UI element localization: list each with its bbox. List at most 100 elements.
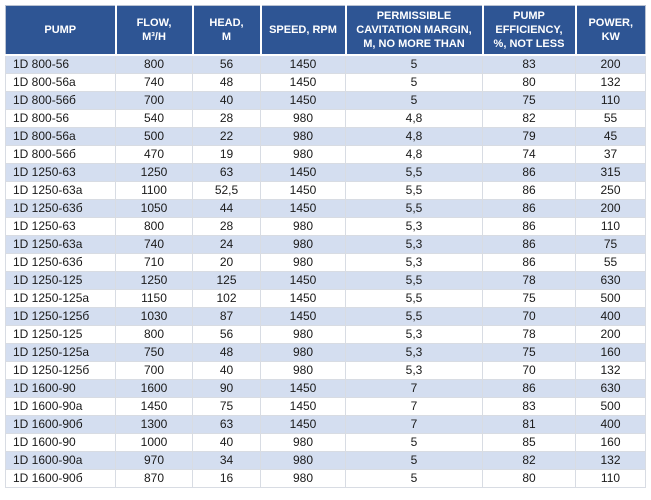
pump-table-body: 1D 800-56 800 56 1450 5 83 200 1D 800-56a 740 48 1… — [5, 54, 646, 488]
table-row: 1D 1250-125a 1150 102 1450 5,5 75 500 — [5, 289, 646, 308]
column-header-efficiency: PUMP EFFICIENCY, %, NOT LESS — [481, 5, 576, 56]
cell-efficiency: 78 — [482, 325, 576, 344]
cell-cavitation: 4,8 — [345, 109, 483, 128]
cell-pump: 1D 800-56б — [5, 91, 116, 110]
cell-cavitation: 5 — [345, 91, 483, 110]
cell-head: 63 — [192, 415, 261, 434]
table-row: 1D 800-56 800 56 1450 5 83 200 — [5, 54, 646, 74]
cell-efficiency: 85 — [482, 433, 576, 452]
cell-efficiency: 75 — [482, 91, 576, 110]
cell-flow: 700 — [115, 361, 193, 380]
cell-head: 40 — [192, 433, 261, 452]
cell-speed: 1450 — [260, 289, 346, 308]
table-row: 1D 1250-63 800 28 980 5,3 86 110 — [5, 217, 646, 236]
column-header-head: HEAD, M — [191, 5, 261, 56]
cell-cavitation: 7 — [345, 415, 483, 434]
cell-flow: 740 — [115, 235, 193, 254]
table-row: 1D 800-56a 500 22 980 4,8 79 45 — [5, 127, 646, 146]
cell-speed: 980 — [260, 325, 346, 344]
cell-efficiency: 86 — [482, 235, 576, 254]
cell-speed: 980 — [260, 109, 346, 128]
cell-flow: 1050 — [115, 199, 193, 218]
header-row: PUMP FLOW, M³/H HEAD, M SPEED, RPM PERMI… — [5, 5, 646, 56]
cell-head: 52,5 — [192, 181, 261, 200]
cell-cavitation: 4,8 — [345, 145, 483, 164]
cell-flow: 1150 — [115, 289, 193, 308]
table-header: PUMP FLOW, M³/H HEAD, M SPEED, RPM PERMI… — [5, 5, 646, 56]
cell-flow: 1450 — [115, 397, 193, 416]
cell-pump: 1D 1600-90a — [5, 451, 116, 470]
cell-efficiency: 70 — [482, 361, 576, 380]
cell-power: 110 — [575, 91, 646, 110]
cell-head: 34 — [192, 451, 261, 470]
cell-flow: 1100 — [115, 181, 193, 200]
cell-pump: 1D 1250-125a — [5, 289, 116, 308]
cell-speed: 980 — [260, 127, 346, 146]
cell-flow: 1000 — [115, 433, 193, 452]
cell-speed: 1450 — [260, 397, 346, 416]
cell-flow: 800 — [115, 54, 193, 74]
cell-efficiency: 86 — [482, 199, 576, 218]
cell-pump: 1D 1250-125б — [5, 307, 116, 326]
cell-power: 315 — [575, 163, 646, 182]
cell-head: 20 — [192, 253, 261, 272]
table-row: 1D 1250-125 1250 125 1450 5,5 78 630 — [5, 271, 646, 290]
cell-head: 28 — [192, 109, 261, 128]
cell-pump: 1D 800-56 — [5, 54, 116, 74]
cell-flow: 1030 — [115, 307, 193, 326]
table-row: 1D 1250-63a 1100 52,5 1450 5,5 86 250 — [5, 181, 646, 200]
cell-head: 63 — [192, 163, 261, 182]
cell-pump: 1D 1250-125a — [5, 343, 116, 362]
cell-head: 75 — [192, 397, 261, 416]
cell-power: 160 — [575, 343, 646, 362]
table-row: 1D 800-56 540 28 980 4,8 82 55 — [5, 109, 646, 128]
cell-head: 48 — [192, 343, 261, 362]
cell-cavitation: 5,5 — [345, 199, 483, 218]
cell-cavitation: 5 — [345, 451, 483, 470]
cell-efficiency: 82 — [482, 109, 576, 128]
cell-speed: 1450 — [260, 199, 346, 218]
cell-pump: 1D 800-56 — [5, 109, 116, 128]
column-header-flow: FLOW, M³/H — [114, 5, 193, 56]
cell-head: 125 — [192, 271, 261, 290]
cell-speed: 1450 — [260, 54, 346, 74]
cell-speed: 980 — [260, 145, 346, 164]
cell-power: 55 — [575, 109, 646, 128]
table-row: 1D 1250-63a 740 24 980 5,3 86 75 — [5, 235, 646, 254]
cell-speed: 1450 — [260, 415, 346, 434]
cell-head: 56 — [192, 54, 261, 74]
cell-cavitation: 5,3 — [345, 361, 483, 380]
cell-flow: 1300 — [115, 415, 193, 434]
cell-flow: 750 — [115, 343, 193, 362]
cell-efficiency: 86 — [482, 181, 576, 200]
table-row: 1D 1250-63б 1050 44 1450 5,5 86 200 — [5, 199, 646, 218]
cell-cavitation: 5 — [345, 469, 483, 488]
cell-speed: 980 — [260, 235, 346, 254]
cell-cavitation: 5,5 — [345, 307, 483, 326]
table-row: 1D 1600-90б 1300 63 1450 7 81 400 — [5, 415, 646, 434]
table-row: 1D 1600-90 1600 90 1450 7 86 630 — [5, 379, 646, 398]
cell-speed: 1450 — [260, 271, 346, 290]
cell-head: 102 — [192, 289, 261, 308]
cell-speed: 980 — [260, 433, 346, 452]
cell-cavitation: 5,3 — [345, 217, 483, 236]
cell-efficiency: 75 — [482, 289, 576, 308]
cell-power: 110 — [575, 217, 646, 236]
table-row: 1D 800-56б 470 19 980 4,8 74 37 — [5, 145, 646, 164]
cell-power: 110 — [575, 469, 646, 488]
cell-flow: 740 — [115, 73, 193, 92]
cell-cavitation: 4,8 — [345, 127, 483, 146]
cell-speed: 980 — [260, 343, 346, 362]
cell-pump: 1D 1600-90б — [5, 415, 116, 434]
cell-speed: 1450 — [260, 307, 346, 326]
pump-spec-table: PUMP FLOW, M³/H HEAD, M SPEED, RPM PERMI… — [5, 5, 646, 488]
cell-power: 500 — [575, 397, 646, 416]
column-header-pump: PUMP — [5, 5, 116, 56]
cell-head: 40 — [192, 91, 261, 110]
table-row: 1D 1250-63б 710 20 980 5,3 86 55 — [5, 253, 646, 272]
cell-speed: 980 — [260, 217, 346, 236]
cell-speed: 980 — [260, 451, 346, 470]
cell-cavitation: 5,3 — [345, 235, 483, 254]
cell-efficiency: 78 — [482, 271, 576, 290]
